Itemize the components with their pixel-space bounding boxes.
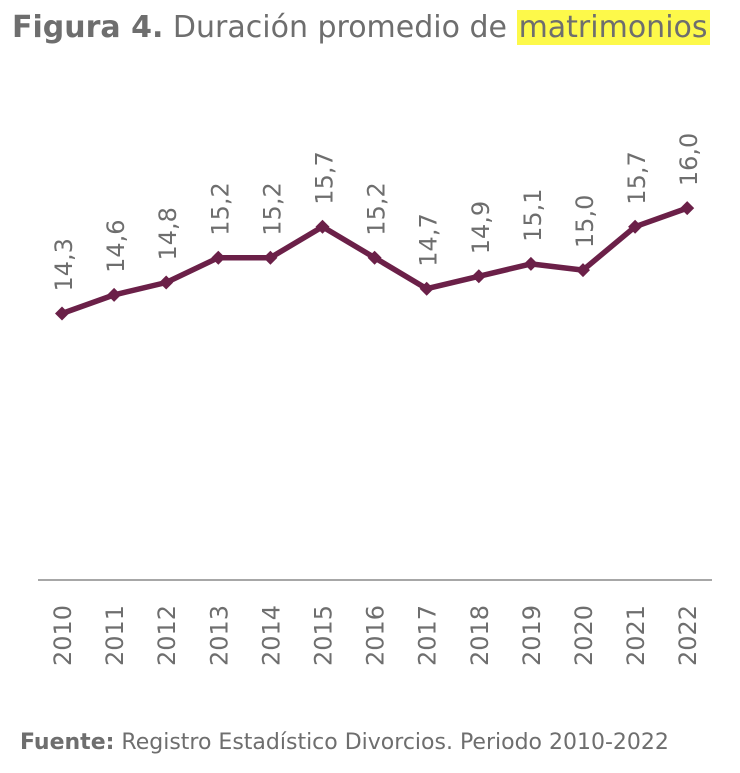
figure-number: Figura 4. — [12, 10, 164, 45]
data-label: 15,2 — [206, 182, 234, 235]
x-tick-label: 2016 — [362, 605, 390, 666]
data-label: 14,6 — [102, 219, 130, 272]
chart-title: Figura 4. Duración promedio de matrimoni… — [12, 10, 710, 45]
data-label: 14,9 — [467, 201, 495, 254]
data-point — [55, 306, 69, 321]
source-label: Fuente: — [20, 730, 115, 755]
data-point — [419, 281, 434, 296]
data-point — [576, 263, 590, 278]
x-tick-label: 2022 — [674, 605, 702, 666]
data-label: 15,7 — [311, 151, 339, 204]
x-tick-label: 2010 — [49, 605, 77, 666]
data-label: 16,0 — [675, 133, 703, 186]
x-tick-label: 2018 — [466, 605, 494, 666]
data-point — [367, 250, 382, 265]
data-point — [523, 256, 538, 271]
title-text: Duración promedio de — [172, 10, 508, 45]
data-point — [107, 287, 122, 302]
x-tick-label: 2017 — [414, 605, 442, 666]
x-tick-label: 2021 — [622, 605, 650, 666]
data-point — [471, 269, 486, 284]
line-chart: 14,3 2010 14,6 2011 14,8 2012 15,2 2013 15,2 2014… — [38, 133, 712, 666]
title-highlight: matrimonios — [516, 10, 710, 45]
data-label: 15,0 — [571, 195, 599, 248]
data-point — [159, 275, 174, 290]
x-tick-label: 2014 — [257, 605, 285, 666]
data-label: 14,8 — [154, 207, 182, 260]
data-point — [680, 201, 695, 216]
source-text: Registro Estadístico Divorcios. Periodo … — [121, 730, 669, 755]
data-point — [315, 219, 330, 234]
data-label: 15,2 — [363, 182, 391, 235]
x-tick-label: 2012 — [153, 605, 181, 666]
x-tick-label: 2015 — [310, 605, 338, 666]
data-point — [211, 250, 226, 265]
data-point — [263, 250, 278, 265]
x-tick-label: 2011 — [101, 605, 129, 666]
data-label: 14,7 — [415, 213, 443, 266]
x-tick-label: 2019 — [518, 605, 546, 666]
x-tick-label: 2013 — [205, 605, 233, 666]
data-point — [628, 219, 643, 234]
data-label: 14,3 — [50, 238, 78, 291]
data-label: 15,7 — [623, 151, 651, 204]
data-label: 15,1 — [519, 188, 547, 241]
x-tick-label: 2020 — [570, 605, 598, 666]
data-label: 15,2 — [258, 182, 286, 235]
source-note: Fuente: Registro Estadístico Divorcios. … — [20, 730, 669, 755]
